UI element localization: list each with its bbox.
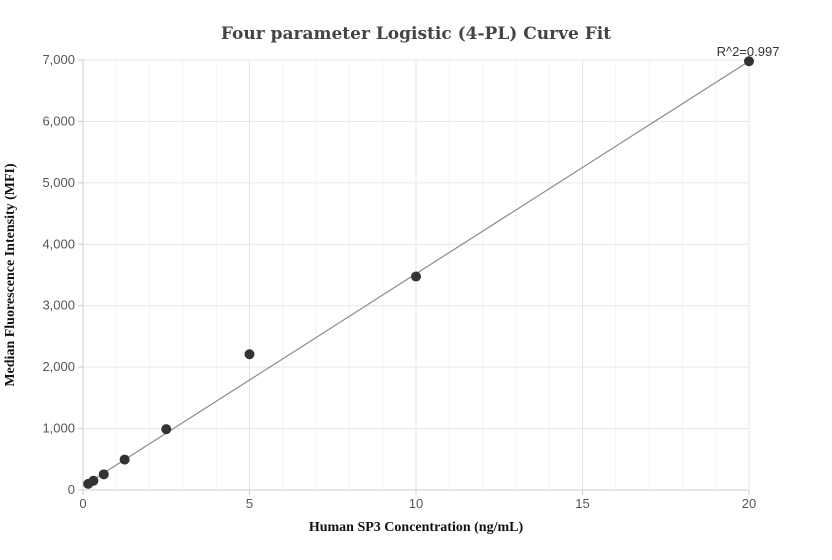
x-tick-label: 0 xyxy=(79,496,86,511)
y-tick-label: 1,000 xyxy=(42,421,75,436)
r-squared-annotation: R^2=0.997 xyxy=(717,44,780,59)
data-point xyxy=(244,349,255,360)
y-tick-label: 4,000 xyxy=(42,236,75,251)
x-tick-label: 5 xyxy=(246,496,253,511)
y-tick-label: 3,000 xyxy=(42,298,75,313)
data-point xyxy=(119,454,130,465)
data-point xyxy=(88,475,99,486)
data-points xyxy=(83,56,754,489)
data-point xyxy=(744,56,754,67)
y-tick-label: 0 xyxy=(68,482,75,497)
chart-title: Four parameter Logistic (4-PL) Curve Fit xyxy=(221,24,611,44)
y-tick-label: 5,000 xyxy=(42,175,75,190)
x-tick-label: 20 xyxy=(742,496,756,511)
y-tick-label: 2,000 xyxy=(42,359,75,374)
axes: 0 5 10 15 20 0 1,000 2,000 3,000 4,000 5,000 6,000 7… xyxy=(42,52,756,511)
x-tick-label: 10 xyxy=(409,496,423,511)
y-tick-label: 7,000 xyxy=(42,52,75,67)
x-tick-label: 15 xyxy=(575,496,589,511)
y-tick-label: 6,000 xyxy=(42,113,75,128)
data-point xyxy=(161,424,172,435)
data-point xyxy=(98,469,109,480)
x-axis-title: Human SP3 Concentration (ng/mL) xyxy=(309,520,524,535)
y-axis-title: Median Fluorescence Intensity (MFI) xyxy=(3,163,18,387)
data-point xyxy=(411,271,421,282)
